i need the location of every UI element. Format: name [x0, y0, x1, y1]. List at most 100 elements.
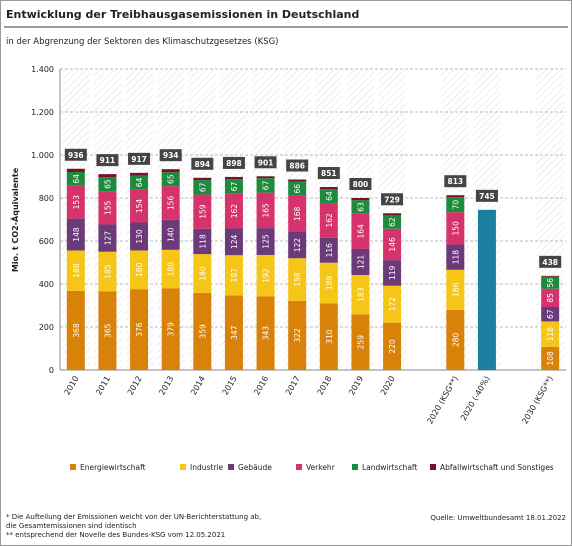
legend-label: Abfallwirtschaft und Sonstiges [440, 463, 554, 472]
segment-label: 220 [388, 339, 397, 354]
segment-label: 124 [230, 234, 239, 249]
bar-segment [193, 177, 212, 181]
bar-segment [130, 250, 149, 290]
bar-segment [193, 292, 212, 370]
segment-label: 148 [72, 227, 81, 242]
bar-segment [383, 213, 402, 216]
segment-label: 150 [451, 221, 460, 236]
x-tick-label: 2013 [157, 375, 175, 397]
x-tick-label: 2019 [347, 375, 365, 397]
segment-label: 180 [198, 266, 207, 281]
bar-segment [446, 212, 465, 245]
bar-segment [224, 228, 243, 256]
x-tick-label: 2020 (-40%) [459, 375, 492, 423]
total-label: 901 [258, 158, 274, 167]
segment-label: 153 [72, 195, 81, 210]
bar-segment [256, 176, 275, 179]
segment-label: 155 [103, 200, 112, 215]
segment-label: 310 [325, 329, 334, 344]
total-box [349, 178, 372, 190]
x-tick-label: 2016 [252, 375, 270, 397]
bar-segment [130, 172, 149, 176]
bar-segment [193, 254, 212, 293]
x-tick-label: 2018 [316, 375, 334, 397]
bar-segment [446, 269, 465, 310]
bar-segment [98, 291, 117, 370]
legend-label: Gebäude [238, 463, 272, 472]
bar-segment [224, 176, 243, 180]
legend-swatch [296, 464, 302, 470]
y-tick-label: 800 [39, 194, 54, 203]
bar-segment [130, 175, 149, 190]
segment-label: 164 [356, 224, 365, 239]
bar-segment [256, 178, 275, 193]
bar-segment [66, 171, 85, 186]
bar-segment [319, 187, 338, 190]
bar-segment [288, 300, 307, 370]
segment-label: 154 [135, 199, 144, 214]
segment-label: 63 [356, 202, 365, 212]
legend-label: Verkehr [306, 463, 336, 472]
bar-segment [66, 168, 85, 172]
segment-label: 343 [262, 326, 271, 341]
bar-segment [130, 222, 149, 251]
bar-segment [66, 290, 85, 370]
footnote: * Die Aufteilung der Emissionen weicht v… [6, 513, 262, 530]
y-tick-label: 1.400 [31, 65, 54, 74]
total-box [317, 167, 340, 180]
segment-label: 347 [230, 325, 239, 340]
total-box [96, 154, 119, 167]
bar-segment [383, 322, 402, 370]
source: Quelle: Umweltbundesamt 18.01.2022 [430, 514, 566, 522]
bar-segment [66, 250, 85, 291]
segment-label: 118 [198, 234, 207, 249]
bar-segment [319, 262, 338, 304]
total-label: 851 [321, 169, 337, 178]
segment-label: 146 [388, 237, 397, 252]
segment-label: 162 [325, 213, 334, 228]
segment-label: 118 [451, 250, 460, 265]
x-tick-label: 2020 (KSG**) [425, 375, 460, 426]
segment-label: 365 [103, 323, 112, 338]
bar-segment [224, 295, 243, 370]
bar-segment [541, 346, 560, 370]
legend-swatch [352, 464, 358, 470]
legend-label: Landwirtschaft [362, 463, 417, 472]
x-tick-label: 2020 [379, 375, 397, 397]
segment-label: 162 [230, 204, 239, 219]
bar-segment [383, 285, 402, 323]
total-box [159, 149, 182, 162]
y-tick-label: 600 [39, 237, 54, 246]
total-box [128, 152, 151, 165]
bar-segment [319, 189, 338, 203]
segment-label: 280 [451, 333, 460, 348]
segment-label: 62 [388, 217, 397, 227]
x-tick-label: 2010 [63, 375, 81, 397]
legend-label: Industrie [190, 463, 223, 472]
segment-label: 259 [356, 335, 365, 350]
bar-segment [541, 307, 560, 322]
segment-label: 189 [325, 276, 334, 291]
bar-segment [98, 177, 117, 192]
y-tick-label: 1.000 [31, 151, 54, 160]
bar-segment [288, 258, 307, 301]
bar-segment [256, 192, 275, 229]
bar-segment [288, 231, 307, 259]
total-box [286, 159, 309, 172]
segment-label: 172 [388, 297, 397, 312]
total-label: 886 [289, 162, 305, 171]
segment-label: 185 [103, 264, 112, 279]
bar-segment [383, 215, 402, 229]
x-tick-label: 2015 [221, 375, 239, 397]
segment-label: 379 [167, 322, 176, 337]
segment-label: 198 [293, 272, 302, 287]
bar-segment [161, 249, 180, 289]
x-tick-label: 2014 [189, 375, 207, 397]
segment-label: 67 [546, 309, 555, 319]
bar-segment [446, 309, 465, 370]
segment-label: 85 [546, 293, 555, 303]
total-box [64, 148, 87, 161]
bar-segment [98, 174, 117, 178]
segment-label: 65 [167, 174, 176, 184]
